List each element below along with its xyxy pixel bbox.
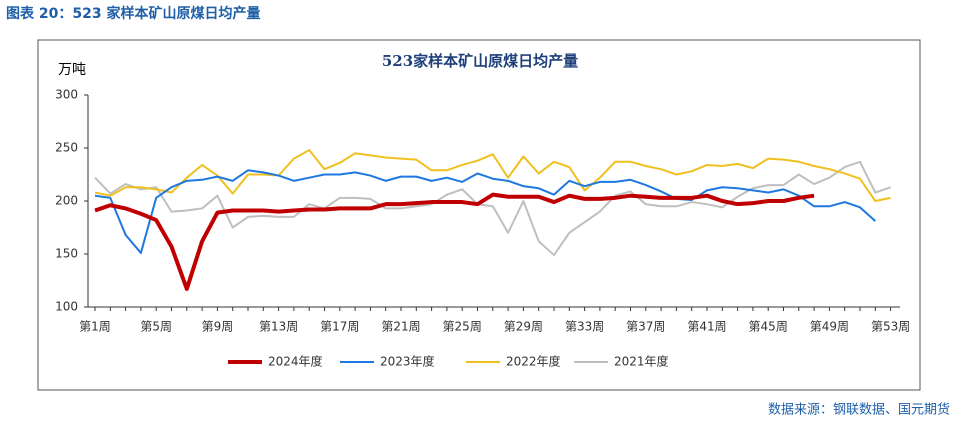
- y-tick-label: 150: [55, 247, 78, 261]
- y-tick-label: 100: [55, 300, 78, 314]
- source-note: 数据来源：钢联数据、国元期货: [768, 402, 950, 418]
- chart-frame: [37, 39, 921, 391]
- x-tick-label: 第21周: [381, 320, 420, 334]
- legend-label: 2022年度: [506, 354, 561, 369]
- y-tick-label: 250: [55, 141, 78, 155]
- x-tick-label: 第25周: [443, 320, 482, 334]
- legend-label: 2023年度: [380, 354, 435, 369]
- x-tick-label: 第9周: [202, 320, 234, 334]
- x-tick-label: 第29周: [504, 320, 543, 334]
- series-line: [94, 169, 876, 254]
- series-line: [94, 160, 891, 257]
- x-tick-label: 第37周: [626, 320, 665, 334]
- x-tick-label: 第45周: [749, 320, 788, 334]
- y-tick-label: 300: [55, 88, 78, 102]
- y-axis-label: 万吨: [58, 62, 86, 78]
- x-tick-label: 第41周: [687, 320, 726, 334]
- x-tick-label: 第17周: [320, 320, 359, 334]
- series-line: [94, 192, 815, 291]
- legend-label: 2021年度: [614, 354, 669, 369]
- chart-title: 523家样本矿山原煤日均产量: [382, 52, 578, 70]
- legend-label: 2024年度: [268, 354, 323, 369]
- x-tick-label: 第13周: [259, 320, 298, 334]
- x-tick-label: 第49周: [810, 320, 849, 334]
- figure-title: 图表 20：523 家样本矿山原煤日均产量: [6, 5, 260, 22]
- x-tick-label: 第53周: [871, 320, 910, 334]
- y-tick-label: 200: [55, 194, 78, 208]
- x-tick-label: 第1周: [79, 320, 111, 334]
- x-tick-label: 第33周: [565, 320, 604, 334]
- x-tick-label: 第5周: [140, 320, 172, 334]
- series-line: [94, 149, 891, 202]
